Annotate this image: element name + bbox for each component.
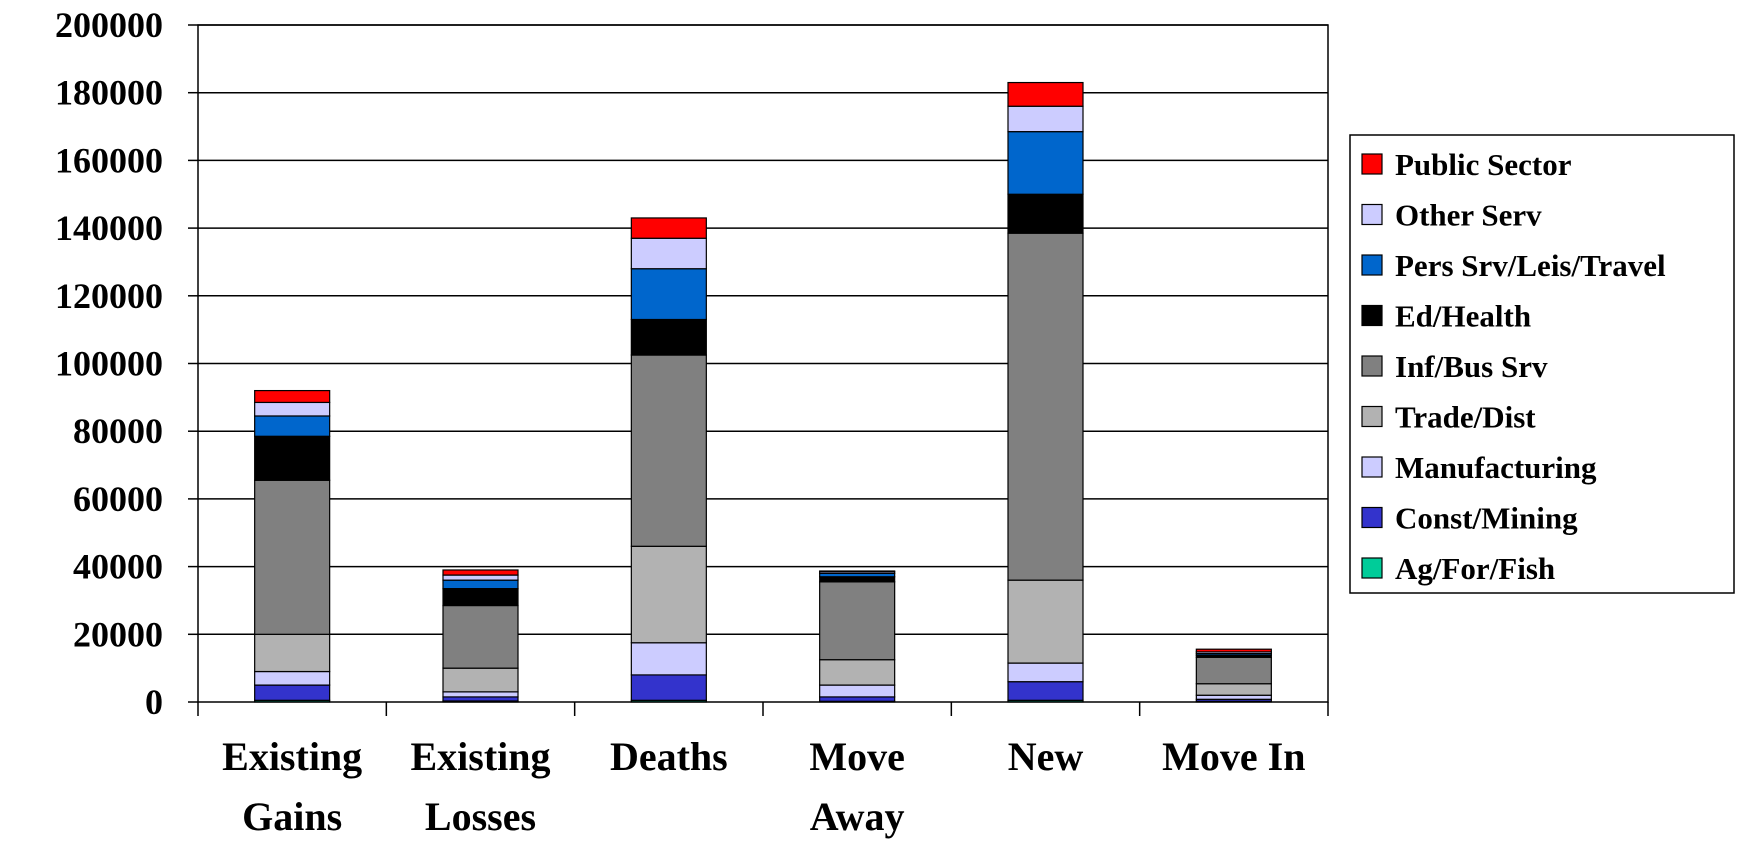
x-tick-label-line: Move (809, 734, 905, 779)
bar-segment (254, 401, 331, 417)
legend-label: Inf/Bus Srv (1395, 349, 1548, 384)
legend-label: Manufacturing (1395, 450, 1597, 485)
x-tick-label-line: Existing (222, 734, 362, 779)
bar-segment (1007, 232, 1084, 581)
bar-segment (1007, 81, 1084, 107)
bar-segment (819, 659, 896, 686)
bar-segment (254, 479, 331, 635)
bar-segment (630, 268, 707, 321)
y-tick-label: 60000 (73, 479, 163, 519)
x-tick-label-line: Deaths (610, 734, 728, 779)
y-tick-label: 120000 (55, 276, 163, 316)
bar-segment (1007, 131, 1084, 195)
y-tick-label: 140000 (55, 208, 163, 248)
x-axis-ticks: Existing Gains Existing Losses Deaths Move Awa… (222, 734, 1305, 839)
bar-segment (1195, 656, 1272, 685)
bar-segment (819, 696, 896, 702)
bar-segment (254, 435, 331, 481)
bar-segment (819, 570, 896, 573)
gridlines (198, 24, 1328, 636)
bar-segment (442, 579, 519, 590)
bar-segment (254, 633, 331, 673)
legend-swatch (1361, 557, 1383, 579)
y-tick-label: 40000 (73, 547, 163, 587)
bar-segment (630, 237, 707, 270)
x-tick-label: Deaths (610, 734, 728, 779)
bar-segment (630, 217, 707, 239)
legend-label: Pers Srv/Leis/Travel (1395, 248, 1666, 283)
legend-label: Other Serv (1395, 198, 1542, 233)
x-tick-label: Existing Gains (222, 734, 362, 839)
x-tick-label: Move In (1162, 734, 1305, 779)
x-tick-label-line: Losses (425, 794, 536, 839)
y-tick-label: 0 (145, 682, 163, 722)
bar-stacks (254, 81, 1272, 703)
legend-label: Const/Mining (1395, 501, 1578, 536)
y-axis-ticks: 0 20000 40000 60000 80000 100000 120000 140000 1… (55, 5, 163, 722)
bar-segment (1007, 662, 1084, 683)
legend-label: Public Sector (1395, 147, 1572, 182)
bar-segment (442, 667, 519, 693)
legend-label: Trade/Dist (1395, 400, 1536, 435)
bar-segment (254, 415, 331, 437)
bar-segment (1195, 694, 1272, 700)
y-tick-label: 200000 (55, 5, 163, 45)
bar-segment (442, 569, 519, 576)
bar-segment (819, 684, 896, 698)
bar-segment (1195, 683, 1272, 696)
bar-segment (630, 545, 707, 644)
bar-segment (442, 604, 519, 669)
legend-swatch (1361, 153, 1383, 175)
x-tick-label: Existing Losses (410, 734, 550, 839)
legend-swatch (1361, 456, 1383, 478)
legend-swatch (1361, 405, 1383, 428)
legend-swatch (1361, 506, 1383, 529)
bar-segment (442, 574, 519, 581)
bar-segment (819, 576, 896, 583)
legend-box (1349, 134, 1735, 594)
bar-segment (1007, 105, 1084, 133)
bar-segment (1195, 648, 1272, 653)
x-tick-label-line: Move In (1162, 734, 1305, 779)
legend: Public Sector Other Serv Pers Srv/Leis/Tra… (1349, 134, 1735, 594)
legend-label: Ed/Health (1395, 299, 1531, 334)
x-tick-label-line: Existing (410, 734, 550, 779)
axes (188, 24, 1329, 716)
x-tick-label: Move Away (809, 734, 905, 839)
bar-segment (819, 581, 896, 661)
x-tick-label-line: Gains (242, 794, 342, 839)
y-tick-label: 180000 (55, 73, 163, 113)
bar-segment (1007, 681, 1084, 701)
y-tick-label: 20000 (73, 614, 163, 654)
bar-segment (254, 684, 331, 701)
x-tick-label-line: Away (810, 794, 905, 839)
bar-segment (254, 389, 331, 404)
legend-swatch (1361, 355, 1383, 377)
bar-segment (1007, 193, 1084, 234)
bar-segment (630, 354, 707, 547)
legend-swatch (1361, 304, 1383, 327)
bar-segment (442, 696, 519, 702)
y-tick-label: 80000 (73, 411, 163, 451)
legend-swatch (1361, 203, 1383, 226)
bar-segment (630, 318, 707, 356)
bar-segment (630, 642, 707, 676)
x-tick-label-line: New (1008, 734, 1084, 779)
legend-swatch (1361, 254, 1383, 276)
x-tick-label: New (1008, 734, 1084, 779)
legend-label: Ag/For/Fish (1395, 551, 1555, 586)
y-tick-label: 100000 (55, 344, 163, 384)
bar-segment (442, 588, 519, 607)
bar-segment (630, 674, 707, 701)
bar-segment (254, 670, 331, 686)
bar-segment (442, 691, 519, 698)
bar-segment (1007, 579, 1084, 664)
y-tick-label: 160000 (55, 140, 163, 180)
